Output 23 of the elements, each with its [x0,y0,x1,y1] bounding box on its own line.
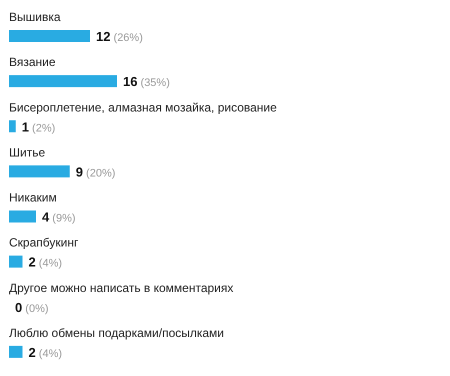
y-tick-label: Шитье [9,145,46,160]
data-label: 4 (9%) [42,210,76,224]
y-tick-label: Другое можно написать в комментариях [9,280,234,295]
data-label: 1 (2%) [22,119,56,134]
y-tick-label: Вязание [9,55,56,70]
bar [9,120,16,132]
bar [9,210,36,222]
data-label: 9 (20%) [76,164,116,180]
data-label: 16 (35%) [123,74,170,90]
bar [9,346,22,358]
y-tick-label: Скрапбукинг [9,236,79,250]
data-label: 0 (0%) [15,300,49,315]
bar [9,75,117,88]
y-tick-label: Никаким [9,190,57,204]
bar [9,30,90,42]
data-label: 2 (4%) [28,254,62,270]
y-tick-label: Бисероплетение, алмазная мозайка, рисование [9,100,278,114]
y-tick-label: Люблю обмены подарками/посылками [9,326,224,340]
data-label: 2 (4%) [28,344,62,360]
bar [9,256,22,268]
y-tick-label: Вышивка [9,10,61,24]
bar [9,165,70,178]
data-label: 12 (26%) [96,29,143,44]
